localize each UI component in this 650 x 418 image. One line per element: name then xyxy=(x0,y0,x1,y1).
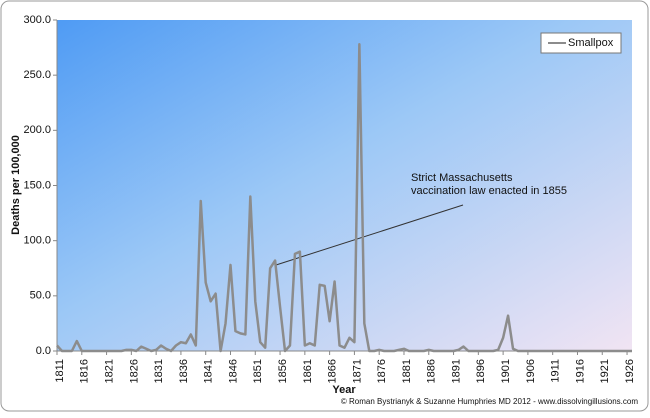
x-tick-label: 1821 xyxy=(103,359,115,383)
x-tick-label: 1871 xyxy=(351,359,363,383)
x-tick-label: 1861 xyxy=(302,359,314,383)
legend-label: Smallpox xyxy=(568,37,614,49)
footer: © Roman Bystrianyk & Suzanne Humphries M… xyxy=(341,397,638,406)
x-tick-label: 1846 xyxy=(227,359,239,383)
x-tick-label: 1916 xyxy=(574,359,586,383)
x-tick-label: 1876 xyxy=(376,359,388,383)
x-tick-label: 1841 xyxy=(203,359,215,383)
legend xyxy=(540,32,622,54)
x-tick-label: 1896 xyxy=(475,359,487,383)
x-tick-label: 1866 xyxy=(327,359,339,383)
y-tick-label: 300.0 xyxy=(23,14,51,26)
x-tick-label: 1831 xyxy=(153,359,165,383)
x-tick-label: 1881 xyxy=(401,359,413,383)
y-tick-label: 100.0 xyxy=(23,235,51,247)
x-tick-label: 1816 xyxy=(79,359,91,383)
plot-area xyxy=(57,20,632,351)
x-tick-label: 1886 xyxy=(426,359,438,383)
x-axis-title: Year xyxy=(332,384,356,396)
annotation: Strict Massachusetts xyxy=(411,172,513,184)
y-axis-title: Deaths per 100,000 xyxy=(10,135,22,235)
y-tick-label: 0.0 xyxy=(36,345,51,357)
y-tick-label: 250.0 xyxy=(23,69,51,81)
x-tick-label: 1856 xyxy=(277,359,289,383)
x-tick-label: 1906 xyxy=(525,359,537,383)
annotation-arrow xyxy=(275,204,464,266)
x-tick-label: 1836 xyxy=(178,359,190,383)
x-tick-label: 1921 xyxy=(599,359,611,383)
x-tick-label: 1811 xyxy=(54,359,66,383)
x-tick-label: 1826 xyxy=(128,359,140,383)
x-tick-label: 1926 xyxy=(624,359,636,383)
y-tick-label: 50.0 xyxy=(30,290,51,302)
x-tick-label: 1851 xyxy=(252,359,264,383)
line xyxy=(56,43,632,353)
x-tick-label: 1891 xyxy=(450,359,462,383)
y-tick-label: 150.0 xyxy=(23,179,51,191)
x-tick-label: 1911 xyxy=(550,359,562,383)
y-tick-label: 200.0 xyxy=(23,124,51,136)
annotation: vaccination law enacted in 1855 xyxy=(411,185,567,197)
x-tick-label: 1901 xyxy=(500,359,512,383)
